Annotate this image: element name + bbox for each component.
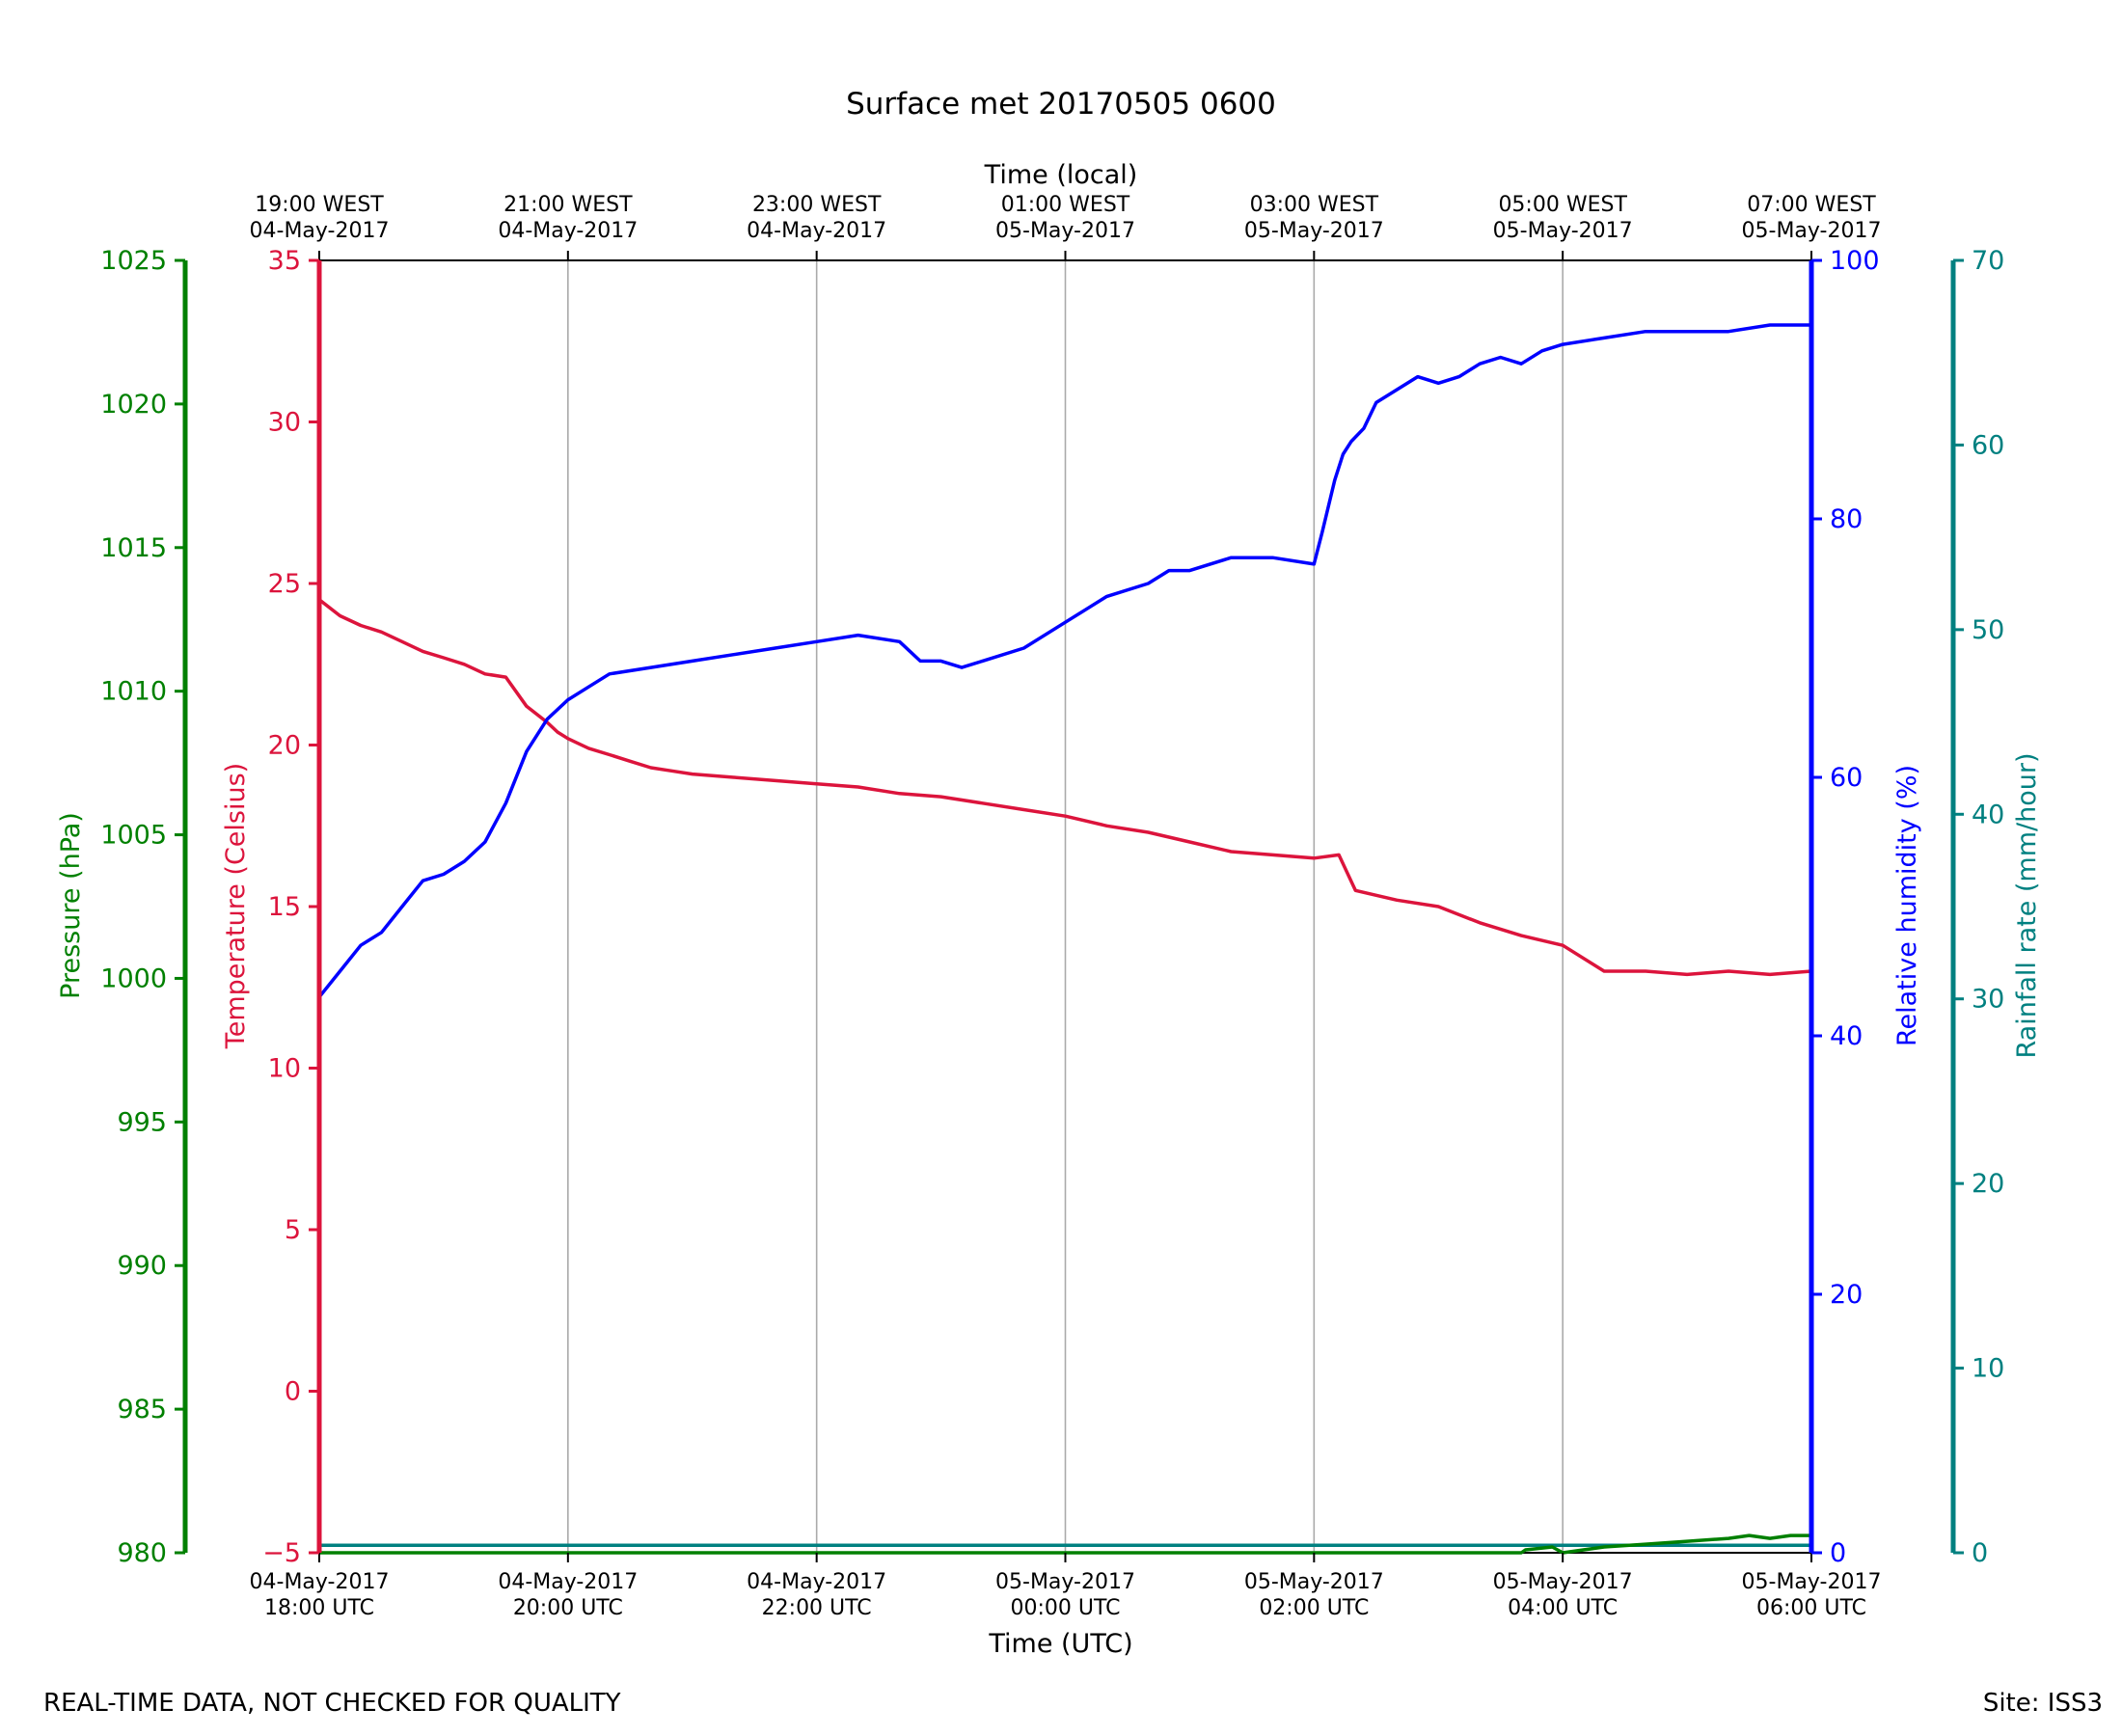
- pressure-tick-label: 995: [117, 1107, 167, 1137]
- temperature-tick-label: 15: [268, 892, 301, 922]
- x2-tick-label: 05-May-2017: [995, 219, 1135, 243]
- x-tick-label: 04:00 UTC: [1508, 1596, 1618, 1620]
- temperature-tick-label: 5: [285, 1215, 301, 1245]
- x-tick-label: 05-May-2017: [1493, 1570, 1633, 1594]
- x2-tick-label: 04-May-2017: [747, 219, 886, 243]
- x2-tick-label: 05-May-2017: [1493, 219, 1633, 243]
- humidity-tick-label: 100: [1830, 246, 1880, 276]
- x2-tick-label: 23:00 WEST: [752, 193, 882, 217]
- x2-tick-label: 21:00 WEST: [503, 193, 633, 217]
- x-tick-label: 18:00 UTC: [264, 1596, 374, 1620]
- rainfall-tick-label: 20: [1972, 1169, 2004, 1199]
- temperature-series-line: [317, 598, 1813, 977]
- x-tick-label: 02:00 UTC: [1259, 1596, 1369, 1620]
- x-tick-label: 00:00 UTC: [1010, 1596, 1120, 1620]
- x2-tick-label: 04-May-2017: [250, 219, 390, 243]
- pressure-tick-label: 990: [117, 1251, 167, 1281]
- rainfall-tick-label: 40: [1972, 800, 2004, 829]
- temperature-tick-label: 0: [285, 1377, 301, 1407]
- x-tick-label: 06:00 UTC: [1756, 1596, 1866, 1620]
- temperature-tick-label: 10: [268, 1054, 301, 1084]
- temperature-tick-label: 25: [268, 569, 301, 599]
- x2-tick-label: 05-May-2017: [1742, 219, 1882, 243]
- x-tick-label: 04-May-2017: [498, 1570, 638, 1594]
- pressure-tick-label: 1010: [100, 677, 167, 707]
- rainfall-tick-label: 30: [1972, 985, 2004, 1015]
- series-group: [317, 323, 1813, 1555]
- humidity-tick-label: 40: [1830, 1021, 1863, 1051]
- x2-tick-label: 04-May-2017: [498, 219, 638, 243]
- humidity-tick-label: 80: [1830, 504, 1863, 534]
- x2-axis-title: Time (local): [984, 160, 1138, 190]
- temperature-axis-title: Temperature (Celsius): [221, 763, 251, 1049]
- humidity-tick-label: 20: [1830, 1280, 1863, 1310]
- x2-tick-label: 19:00 WEST: [255, 193, 384, 217]
- humidity-tick-label: 60: [1830, 763, 1863, 793]
- humidity-axis-title: Relative humidity (%): [1892, 765, 1922, 1046]
- rainfall-tick-label: 60: [1972, 430, 2004, 460]
- temperature-tick-label: 30: [268, 408, 301, 438]
- pressure-series-line: [317, 1533, 1813, 1555]
- x2-tick-label: 01:00 WEST: [1001, 193, 1130, 217]
- x-tick-label: 20:00 UTC: [513, 1596, 623, 1620]
- x2-tick-label: 05:00 WEST: [1498, 193, 1627, 217]
- site-label: Site: ISS3: [1983, 1689, 2103, 1718]
- pressure-tick-label: 1025: [100, 246, 167, 276]
- pressure-tick-label: 985: [117, 1395, 167, 1424]
- rainfall-tick-label: 10: [1972, 1354, 2004, 1384]
- x2-tick-label: 03:00 WEST: [1250, 193, 1379, 217]
- humidity-series-line: [317, 323, 1813, 999]
- x-tick-label: 05-May-2017: [1742, 1570, 1882, 1594]
- quality-disclaimer: REAL-TIME DATA, NOT CHECKED FOR QUALITY: [43, 1689, 621, 1718]
- pressure-tick-label: 1000: [100, 963, 167, 993]
- rainfall-tick-label: 70: [1972, 246, 2004, 276]
- x-tick-label: 04-May-2017: [747, 1570, 886, 1594]
- x2-tick-label: 07:00 WEST: [1747, 193, 1876, 217]
- temperature-tick-label: 20: [268, 731, 301, 761]
- pressure-tick-label: 1015: [100, 533, 167, 563]
- pressure-axis-title: Pressure (hPa): [56, 812, 86, 999]
- x-tick-label: 22:00 UTC: [762, 1596, 872, 1620]
- pressure-tick-label: 980: [117, 1538, 167, 1568]
- x2-tick-label: 05-May-2017: [1244, 219, 1384, 243]
- rainfall-axis-title: Rainfall rate (mm/hour): [2012, 753, 2042, 1059]
- rainfall-tick-label: 50: [1972, 615, 2004, 645]
- rainfall-tick-label: 0: [1972, 1538, 1988, 1568]
- x-tick-label: 05-May-2017: [1244, 1570, 1384, 1594]
- temperature-tick-label: 35: [268, 246, 301, 276]
- pressure-tick-label: 1020: [100, 390, 167, 420]
- temperature-tick-label: −5: [262, 1538, 301, 1568]
- x-tick-label: 05-May-2017: [995, 1570, 1135, 1594]
- humidity-tick-label: 0: [1830, 1538, 1846, 1568]
- x-tick-label: 04-May-2017: [250, 1570, 390, 1594]
- pressure-tick-label: 1005: [100, 821, 167, 851]
- grid: [567, 260, 1564, 1553]
- x-axis-title: Time (UTC): [988, 1629, 1132, 1659]
- chart-title: Surface met 20170505 0600: [846, 87, 1276, 122]
